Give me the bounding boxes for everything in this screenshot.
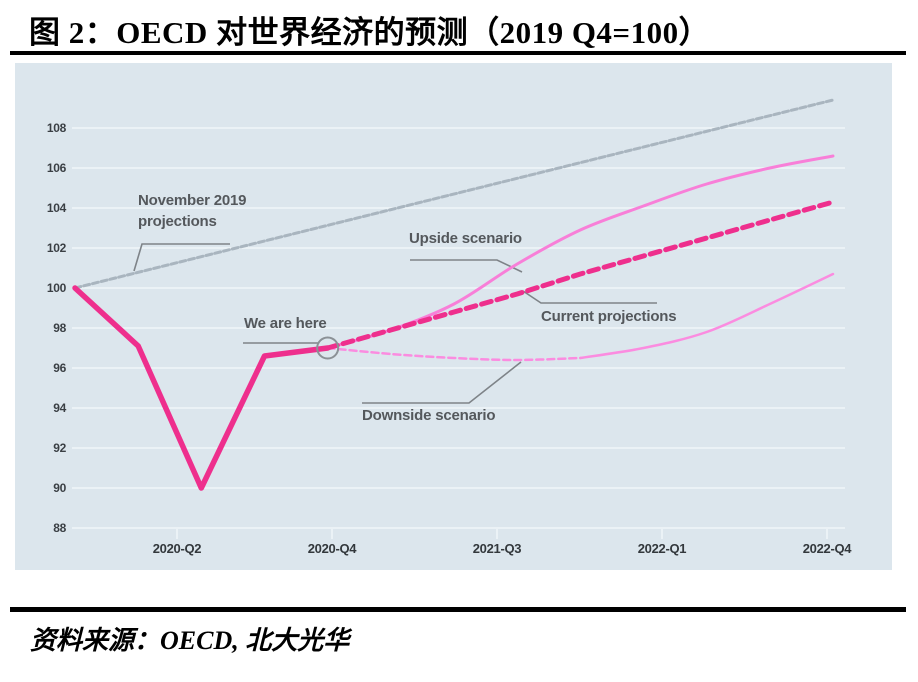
callout-line-downside (362, 361, 522, 404)
marker-layer (316, 336, 340, 360)
series-line-current-projections (325, 199, 836, 351)
callout-line-upside (410, 259, 523, 273)
x-tick-label: 2020-Q4 (307, 541, 357, 556)
series-line-actual-path (72, 285, 331, 491)
annotation-we-are-here: We are here (244, 315, 327, 332)
top-divider (10, 51, 906, 55)
y-tick-label: 108 (46, 121, 66, 135)
y-tick-label: 106 (46, 161, 66, 175)
y-tick-label: 104 (46, 201, 66, 215)
series-line-november-2019-projections (73, 98, 835, 290)
annotation-upside-scenario: Upside scenario (409, 230, 522, 247)
x-tick-label: 2022-Q1 (637, 541, 687, 556)
y-tick-label: 92 (53, 441, 66, 455)
we-are-here-marker-circle (316, 336, 340, 360)
y-tick-label: 94 (53, 401, 66, 415)
series-line-downside-scenario (326, 346, 582, 362)
callout-line-november (133, 243, 230, 272)
source-note: 资料来源：OECD, 北大光华 (30, 626, 350, 655)
y-tick-label: 88 (53, 521, 66, 535)
x-tick-label: 2022-Q4 (802, 541, 852, 556)
callout-line-current (522, 290, 657, 304)
bottom-divider (10, 607, 906, 612)
annotation-downside-scenario: Downside scenario (362, 407, 496, 424)
annotation-november-2019-projections: November 2019 projections (138, 192, 247, 230)
x-tick-label: 2021-Q3 (472, 541, 522, 556)
annotation-current-projections: Current projections (541, 308, 677, 325)
x-tick-label: 2020-Q2 (152, 541, 202, 556)
y-tick-label: 102 (46, 241, 66, 255)
y-tick-label: 98 (53, 321, 66, 335)
figure-title: 图 2：OECD 对世界经济的预测（2019 Q4=100） (29, 15, 711, 50)
gridline-layer (72, 127, 845, 539)
series-line-downside-scenario (579, 272, 835, 360)
series-layer (72, 98, 836, 491)
y-tick-label: 100 (46, 281, 66, 295)
callout-layer (133, 243, 657, 404)
y-tick-label: 90 (53, 481, 66, 495)
y-tick-label: 96 (53, 361, 66, 375)
